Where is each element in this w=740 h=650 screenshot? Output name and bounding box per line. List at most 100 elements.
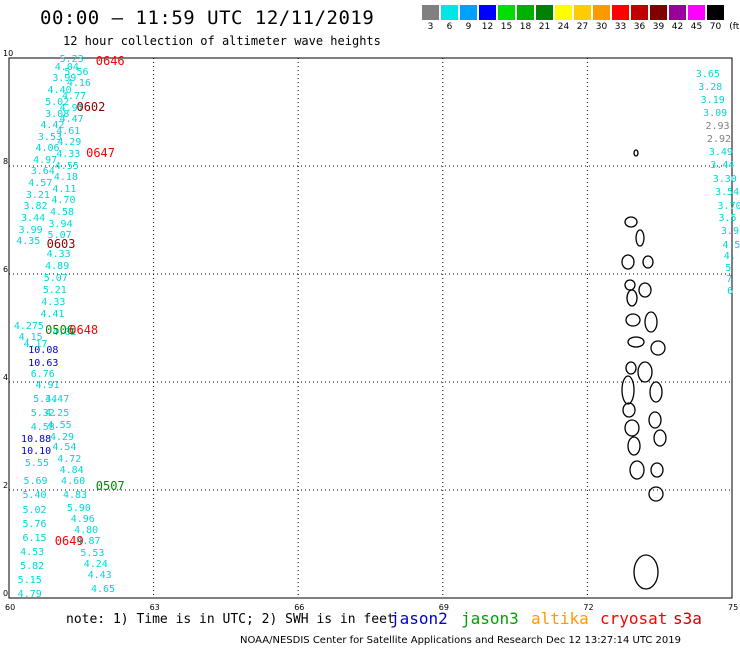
wave-height-label: 4.61: [56, 125, 81, 137]
wave-height-label: 2.92: [706, 134, 732, 146]
legend-label: 33: [614, 22, 627, 32]
y-tick-label: 2: [3, 481, 9, 490]
wave-height-label: 3.54: [715, 187, 740, 198]
satellite-name-jason2: jason2: [390, 609, 448, 628]
y-tick-label: 0: [3, 589, 9, 598]
wave-height-label: 3.53: [37, 131, 62, 143]
legend-label: 9: [465, 22, 472, 32]
legend-label: 12: [481, 22, 494, 32]
wave-height-label: 3.30: [712, 174, 737, 186]
legend-swatch: [460, 5, 477, 20]
y-tick-label: 10: [3, 49, 14, 58]
island-outline: [648, 486, 664, 502]
wave-height-label: 4.275: [13, 320, 44, 332]
wave-height-label: 3.99: [52, 73, 77, 85]
wave-height-label: 4.33: [41, 297, 66, 309]
island-outline: [644, 311, 658, 333]
legend-swatch: [707, 5, 724, 20]
legend-label: 30: [595, 22, 608, 32]
pass-time-label: 0602: [76, 99, 106, 114]
island-outline: [627, 436, 641, 456]
wave-height-label: 4.18: [53, 172, 78, 184]
wave-height-label: 4.29: [49, 431, 75, 443]
wave-height-label: 4.24: [83, 559, 108, 571]
wave-height-label: 4.47: [45, 394, 70, 406]
wave-height-label: 5.56: [64, 67, 89, 79]
legend-label: 6: [446, 22, 453, 32]
wave-height-label: 4.80: [74, 525, 99, 537]
legend-label: 3: [427, 22, 434, 32]
wave-height-label: 5.02: [22, 504, 47, 516]
wave-height-label: 4.54: [52, 442, 77, 454]
satellite-name-jason3: jason3: [461, 609, 519, 628]
satellite-name-s3a: s3a: [673, 609, 702, 628]
wave-height-label: 4.55: [54, 160, 79, 172]
wave-height-label: 2.93: [705, 121, 730, 133]
island-outline: [633, 149, 639, 157]
wave-height-label: 3.08: [45, 108, 70, 120]
wave-height-label: 4.96: [70, 514, 95, 526]
island-outline: [625, 313, 641, 327]
island-outline: [637, 361, 653, 383]
wave-height-label: 3.09: [703, 108, 728, 120]
wave-height-label: 4.04: [54, 61, 79, 73]
wave-height-label: 4.55: [47, 419, 72, 431]
wave-height-label: 4.79: [17, 588, 42, 600]
x-tick-label: 75: [728, 603, 739, 612]
wave-height-label: 5.76: [22, 518, 47, 530]
island-outline: [624, 279, 636, 291]
island-outline: [627, 336, 645, 348]
legend-swatch: [669, 5, 686, 20]
pass-time-label: 0648: [69, 323, 99, 338]
satellite-name-altika: altika: [531, 609, 589, 628]
wave-height-label: 3.28: [698, 82, 723, 94]
y-tick-label: 4: [3, 373, 9, 382]
legend-label: 42: [671, 22, 684, 32]
wave-height-label: 4.87: [76, 536, 101, 548]
wave-height-label: 4.33: [56, 148, 81, 160]
wave-height-label: 4.42: [40, 120, 65, 132]
wave-height-label: 4.77: [62, 90, 87, 102]
wave-height-label: 4.47: [59, 114, 84, 126]
wave-height-label: 10.08: [28, 344, 59, 356]
wave-height-label: 4.70: [51, 195, 76, 207]
legend-swatch: [536, 5, 553, 20]
wave-height-label: 4.58: [30, 422, 55, 434]
map-frame: [8, 57, 733, 599]
island-outline: [633, 554, 659, 590]
island-outline: [638, 282, 652, 298]
legend-swatch: [593, 5, 610, 20]
island-outline: [650, 462, 664, 478]
wave-height-label: 5.90: [66, 502, 91, 514]
pass-time-label: 0506: [45, 323, 75, 338]
pass-time-label: 0507: [95, 479, 125, 494]
wave-height-label: 4.15: [18, 332, 43, 344]
island-outline: [635, 229, 645, 247]
pass-time-label: 0603: [46, 236, 76, 251]
legend-unit: (ft): [729, 22, 740, 32]
wave-height-label: 3.44: [21, 212, 46, 224]
pass-time-label: 0649: [54, 533, 84, 548]
footer-credit: NOAA/NESDIS Center for Satellite Applica…: [240, 635, 682, 646]
wave-height-label: 4.25: [45, 408, 70, 420]
legend-swatch: [517, 5, 534, 20]
wave-height-label: 5.23: [59, 54, 84, 66]
wave-height-label: 5.82: [20, 560, 45, 572]
legend-swatch: [574, 5, 591, 20]
wave-height-label: 4.5: [722, 239, 740, 251]
wave-height-label: 5.34: [33, 394, 58, 406]
wave-height-label: 4.97: [33, 154, 58, 166]
island-outline: [625, 361, 637, 375]
legend-swatch: [631, 5, 648, 20]
wave-height-label: 4.57: [28, 177, 53, 189]
wave-height-label: 4.72: [57, 453, 82, 465]
x-tick-label: 63: [149, 603, 160, 612]
wave-height-label: 3.64: [30, 166, 55, 178]
wave-height-label: 4.06: [35, 143, 60, 155]
legend-swatch: [555, 5, 572, 20]
wave-height-label: 5.02: [45, 97, 70, 109]
legend-swatch: [441, 5, 458, 20]
pass-time-label: 0647: [86, 145, 116, 160]
wave-height-label: 10.63: [28, 357, 59, 369]
